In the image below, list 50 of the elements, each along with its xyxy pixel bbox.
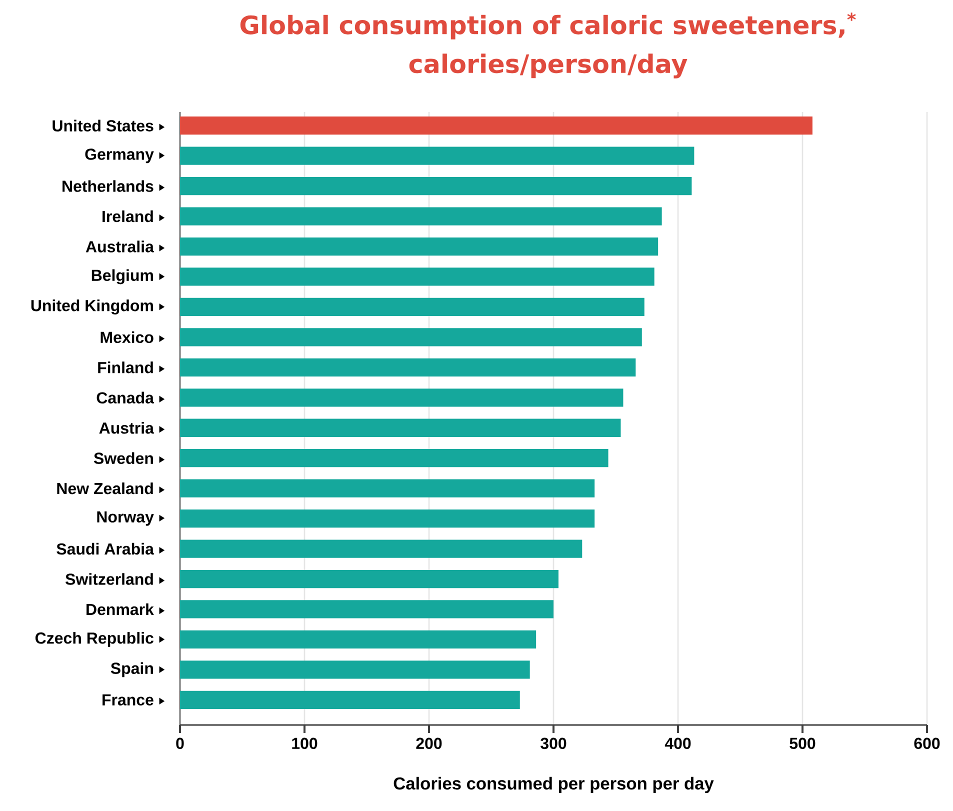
x-axis-title: Calories consumed per person per day bbox=[394, 776, 714, 794]
bar bbox=[180, 176, 692, 196]
y-tick-label: Norway bbox=[97, 511, 154, 526]
bar bbox=[180, 509, 595, 528]
x-tick-label: 300 bbox=[540, 738, 566, 750]
bar bbox=[180, 237, 658, 256]
y-tick-label: Canada bbox=[96, 392, 154, 404]
x-tick-label: 400 bbox=[664, 738, 691, 750]
bar bbox=[180, 116, 812, 135]
bar bbox=[180, 660, 530, 679]
y-tick-label: Czech Republic bbox=[35, 632, 154, 647]
bar bbox=[180, 146, 694, 165]
bar bbox=[180, 600, 554, 618]
x-tick-label: 0 bbox=[176, 738, 184, 750]
y-tick-label: United States bbox=[52, 120, 154, 132]
bar bbox=[180, 479, 595, 498]
chart-subtitle: calories/person/day bbox=[409, 54, 688, 78]
y-tick-label: Netherlands bbox=[62, 180, 154, 192]
bar bbox=[180, 449, 608, 468]
bar bbox=[180, 268, 654, 286]
y-tick-label: Austria bbox=[99, 422, 154, 434]
y-tick-label: Sweden bbox=[94, 452, 153, 464]
y-tick-label: New Zealand bbox=[57, 482, 153, 494]
bar bbox=[180, 690, 520, 709]
bar bbox=[180, 388, 624, 407]
bar bbox=[180, 418, 621, 437]
chart-title: Global consumption of caloric sweeteners,$^{*}$ bbox=[240, 12, 856, 40]
y-tick-label: Spain bbox=[110, 662, 153, 678]
x-tick-label: 200 bbox=[416, 738, 442, 750]
bar bbox=[180, 630, 536, 649]
y-tick-label: United Kingdom bbox=[31, 299, 153, 314]
y-tick-label: Denmark bbox=[86, 603, 154, 616]
y-tick-label: Belgium bbox=[92, 269, 153, 284]
x-tick-label: 100 bbox=[292, 738, 318, 750]
y-tick-label: Mexico bbox=[100, 331, 154, 344]
x-tick-label: 600 bbox=[914, 738, 940, 750]
y-tick-label: France bbox=[102, 694, 154, 706]
bar bbox=[180, 207, 662, 226]
x-tick-label: 500 bbox=[790, 738, 816, 750]
bar bbox=[180, 328, 642, 346]
y-tick-label: Switzerland bbox=[66, 573, 153, 585]
y-tick-label: Saudi Arabia bbox=[56, 542, 154, 555]
bar bbox=[180, 298, 644, 316]
y-tick-label: Australia bbox=[86, 240, 154, 252]
bar bbox=[180, 540, 582, 558]
y-tick-label: Finland bbox=[98, 362, 153, 374]
bar bbox=[180, 358, 636, 376]
bar bbox=[180, 570, 558, 588]
y-tick-label: Germany bbox=[85, 148, 154, 164]
y-tick-label: Ireland bbox=[102, 210, 153, 222]
